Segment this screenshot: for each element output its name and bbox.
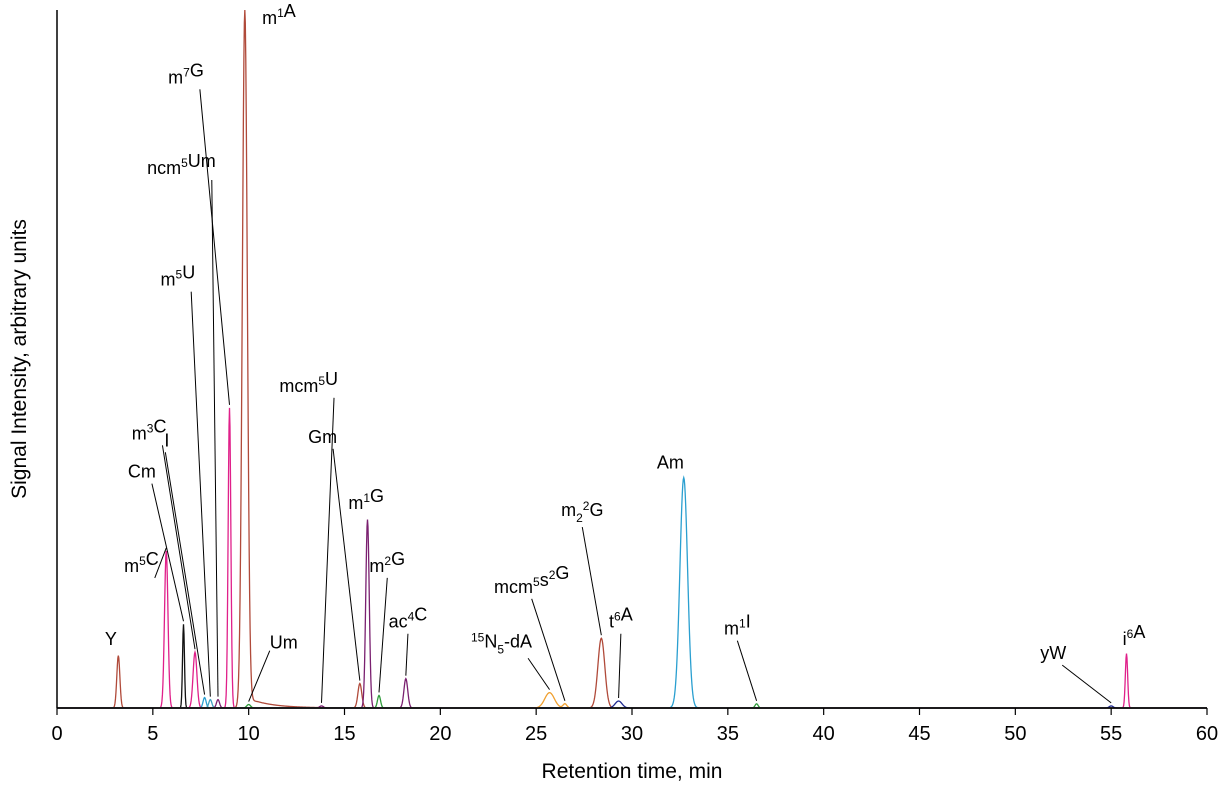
x-tick-label: 40 [813, 723, 835, 745]
leader-line [405, 633, 409, 676]
trace-brown [57, 9, 1207, 709]
peak-label: Um [270, 633, 298, 653]
peak-label: m2G [369, 549, 405, 576]
x-tick-label: 10 [238, 723, 260, 745]
trace-black [57, 624, 1207, 709]
peak-label: mcm5s2G [494, 563, 569, 597]
trace-teal [57, 698, 1207, 709]
leader-line [190, 291, 211, 697]
trace-navy [57, 700, 1207, 709]
leader-line [332, 448, 361, 681]
leader-line [736, 640, 758, 701]
trace-blue [57, 475, 1207, 709]
leader-line [618, 633, 622, 699]
x-tick-label: 60 [1196, 723, 1218, 745]
leader-line [248, 650, 271, 702]
leader-line [164, 452, 206, 695]
leader-line [161, 445, 196, 650]
peak-label: t6A [609, 605, 633, 632]
trace-magenta [57, 407, 1207, 709]
peak-label: m5U [161, 263, 196, 290]
leader-line [378, 577, 388, 693]
leader-line [321, 397, 335, 703]
peak-label: mcm5U [279, 369, 338, 396]
x-tick-label: 35 [717, 723, 739, 745]
x-tick-label: 50 [1004, 723, 1026, 745]
peak-label: m1A [262, 1, 296, 28]
leader-line [581, 526, 602, 636]
leader-line-group [151, 89, 1112, 704]
leader-line [151, 483, 184, 622]
peak-label: i6A [1123, 622, 1146, 649]
x-tick-label: 25 [525, 723, 547, 745]
x-tick-label: 20 [429, 723, 451, 745]
x-tick-label: 15 [333, 723, 355, 745]
peak-label: m3C [132, 416, 167, 443]
peak-label: m1G [348, 486, 384, 513]
x-axis-title: Retention time, min [542, 760, 723, 783]
x-tick-group: 0 5 10 15 20 25 30 35 40 45 50 55 60 [51, 708, 1218, 745]
x-tick-label: 5 [147, 723, 158, 745]
peak-label: 15N5-dA [471, 630, 532, 656]
peak-label: Am [657, 453, 684, 473]
y-axis-title: Signal Intensity, arbitrary units [8, 219, 31, 499]
peak-label: yW [1040, 643, 1066, 663]
x-tick-label: 0 [51, 723, 62, 745]
peak-label: Gm [308, 427, 337, 447]
peak-label: m5C [124, 549, 159, 576]
x-tick-label: 45 [908, 723, 930, 745]
leader-line [531, 598, 566, 701]
leader-line [199, 89, 230, 405]
peak-label: ac4C [389, 605, 428, 632]
peak-label: Y [105, 629, 117, 649]
x-tick-label: 55 [1100, 723, 1122, 745]
peak-label: m7G [168, 60, 204, 87]
leader-line [527, 657, 550, 690]
peak-label: I [164, 430, 169, 450]
leader-line [1061, 664, 1112, 704]
leader-line [154, 547, 167, 579]
peak-label: m22G [561, 499, 603, 525]
peak-label: ncm5Um [147, 151, 216, 178]
trace-orange [57, 691, 1207, 709]
trace-green [57, 694, 1207, 709]
x-tick-label: 30 [621, 723, 643, 745]
peak-label: m1I [724, 612, 751, 639]
leader-line [211, 180, 219, 697]
peak-label: Cm [128, 462, 156, 482]
trace-group [57, 9, 1207, 709]
